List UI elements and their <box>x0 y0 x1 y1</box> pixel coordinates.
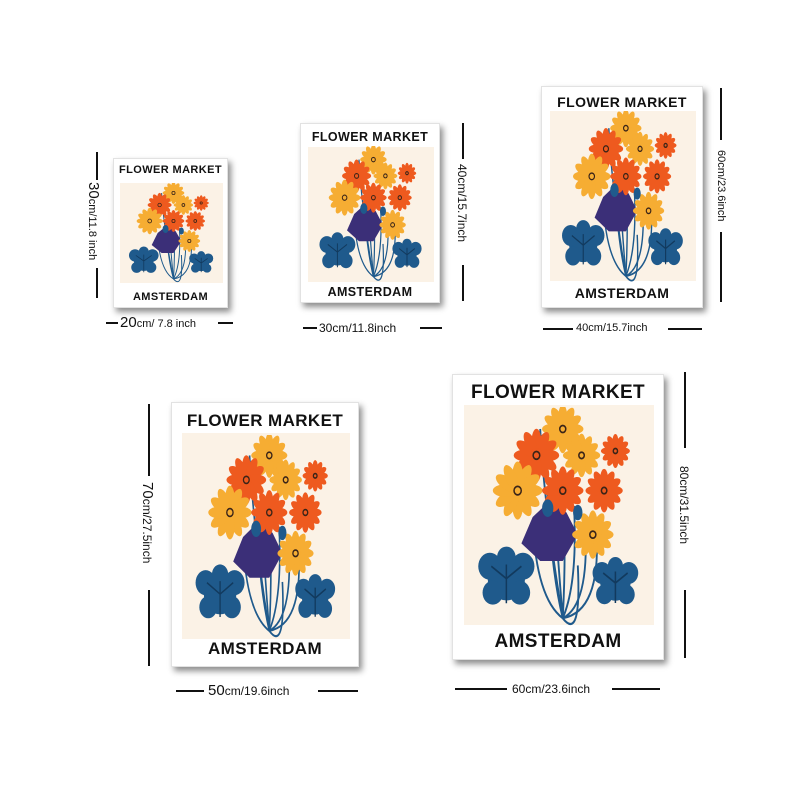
width-label-20x30: 20cm/ 7.8 inch <box>120 314 196 331</box>
width-dimension-line <box>612 688 660 690</box>
flower-shape <box>289 492 322 533</box>
flower-shape <box>585 468 623 513</box>
flower-illustration <box>478 407 639 625</box>
flower-shape <box>302 460 328 492</box>
height-dimension-line <box>684 372 686 448</box>
leaf-shape <box>592 556 639 605</box>
flower-shape <box>632 191 665 230</box>
flower-shape <box>269 459 302 501</box>
width-label-40x60: 40cm/15.7inch <box>576 322 648 334</box>
width-dimension-line <box>176 690 204 692</box>
flower-shape <box>193 195 209 211</box>
height-label-40x60: 60cm/23.6inch <box>715 150 727 222</box>
purple-petal-shape <box>594 183 638 232</box>
flower-shape <box>610 157 642 196</box>
flower-shape <box>654 132 677 159</box>
purple-petal-shape <box>347 203 383 242</box>
flower-shape <box>147 192 172 218</box>
flower-illustration <box>128 183 214 283</box>
height-label-60x80: 80cm/31.5inch <box>677 466 691 545</box>
width-dimension-line <box>218 322 233 324</box>
poster-60x80: FLOWER MARKET AMSTERDAM <box>452 374 664 660</box>
flower-shape <box>572 510 614 559</box>
flower-shape <box>178 230 201 252</box>
width-dimension-line <box>668 328 702 330</box>
poster-50x70: FLOWER MARKET AMSTERDAM <box>171 402 359 667</box>
width-label-30x40: 30cm/11.8inch <box>319 321 397 335</box>
flower-shape <box>373 162 398 190</box>
poster-40x60: FLOWER MARKET AMSTERDAM <box>541 86 703 308</box>
flower-shape <box>573 153 611 200</box>
flower-shape <box>397 162 417 184</box>
poster-city: AMSTERDAM <box>207 639 323 658</box>
purple-petal-shape <box>151 225 182 253</box>
flower-shape <box>542 466 584 515</box>
height-dimension-line <box>684 590 686 658</box>
height-label-20x30: 30cm/11.8 inch <box>85 182 102 261</box>
flower-shape <box>588 128 624 170</box>
flower-illustration <box>562 111 683 282</box>
flower-shape <box>643 159 672 194</box>
leaf-shape <box>392 238 422 268</box>
flower-shape <box>625 131 655 166</box>
flower-shape <box>136 207 163 235</box>
flower-illustration <box>319 146 422 281</box>
poster-title: FLOWER MARKET <box>557 94 687 110</box>
flower-shape <box>379 209 406 240</box>
poster-title: FLOWER MARKET <box>119 164 222 176</box>
height-dimension-line <box>96 268 98 298</box>
poster-title: FLOWER MARKET <box>186 411 344 430</box>
height-dimension-line <box>720 232 722 302</box>
flower-shape <box>562 433 601 478</box>
purple-petal-shape <box>521 499 578 561</box>
flower-shape <box>251 435 288 478</box>
width-dimension-line <box>543 328 573 330</box>
height-dimension-line <box>96 152 98 180</box>
width-dimension-line <box>303 327 317 329</box>
flower-shape <box>208 485 252 540</box>
flower-shape <box>360 182 387 213</box>
flower-shape <box>251 490 288 535</box>
height-label-50x70: 70cm/27.5inch <box>139 482 156 564</box>
height-dimension-line <box>148 590 150 666</box>
poster-20x30: FLOWER MARKET AMSTERDAM <box>113 158 228 308</box>
flower-illustration <box>195 435 336 638</box>
flower-shape <box>173 195 194 215</box>
poster-city: AMSTERDAM <box>494 631 622 652</box>
width-dimension-line <box>106 322 118 324</box>
flower-shape <box>328 179 361 216</box>
poster-title: FLOWER MARKET <box>470 382 646 403</box>
poster-city: AMSTERDAM <box>132 291 209 303</box>
width-label-60x80: 60cm/23.6inch <box>512 682 591 696</box>
width-dimension-line <box>455 688 507 690</box>
width-dimension-line <box>420 327 442 329</box>
purple-petal-shape <box>233 520 283 578</box>
flower-shape <box>185 211 206 231</box>
flower-shape <box>277 530 314 576</box>
poster-city: AMSTERDAM <box>574 285 670 301</box>
height-dimension-line <box>720 88 722 140</box>
flower-shape <box>387 184 412 212</box>
flower-shape <box>600 434 630 468</box>
flower-shape <box>492 461 543 520</box>
poster-30x40: FLOWER MARKET AMSTERDAM <box>300 123 440 303</box>
leaf-shape <box>128 246 159 273</box>
height-dimension-line <box>462 265 464 301</box>
flower-shape <box>342 159 372 193</box>
poster-title: FLOWER MARKET <box>311 130 429 144</box>
poster-city: AMSTERDAM <box>327 285 413 299</box>
width-label-50x70: 50cm/19.6inch <box>208 682 290 699</box>
height-label-30x40: 40cm/15.7inch <box>455 164 469 243</box>
height-dimension-line <box>462 123 464 159</box>
width-dimension-line <box>318 690 358 692</box>
leaf-shape <box>195 564 245 619</box>
height-dimension-line <box>148 404 150 476</box>
